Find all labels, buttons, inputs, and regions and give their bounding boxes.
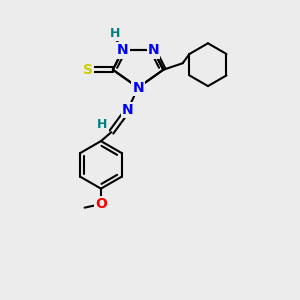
- Text: N: N: [117, 44, 128, 57]
- Text: O: O: [95, 197, 107, 211]
- Text: N: N: [132, 81, 144, 94]
- Text: H: H: [110, 27, 120, 40]
- Text: H: H: [97, 118, 108, 131]
- Text: S: S: [82, 63, 93, 77]
- Text: N: N: [122, 103, 134, 117]
- Text: N: N: [148, 44, 159, 57]
